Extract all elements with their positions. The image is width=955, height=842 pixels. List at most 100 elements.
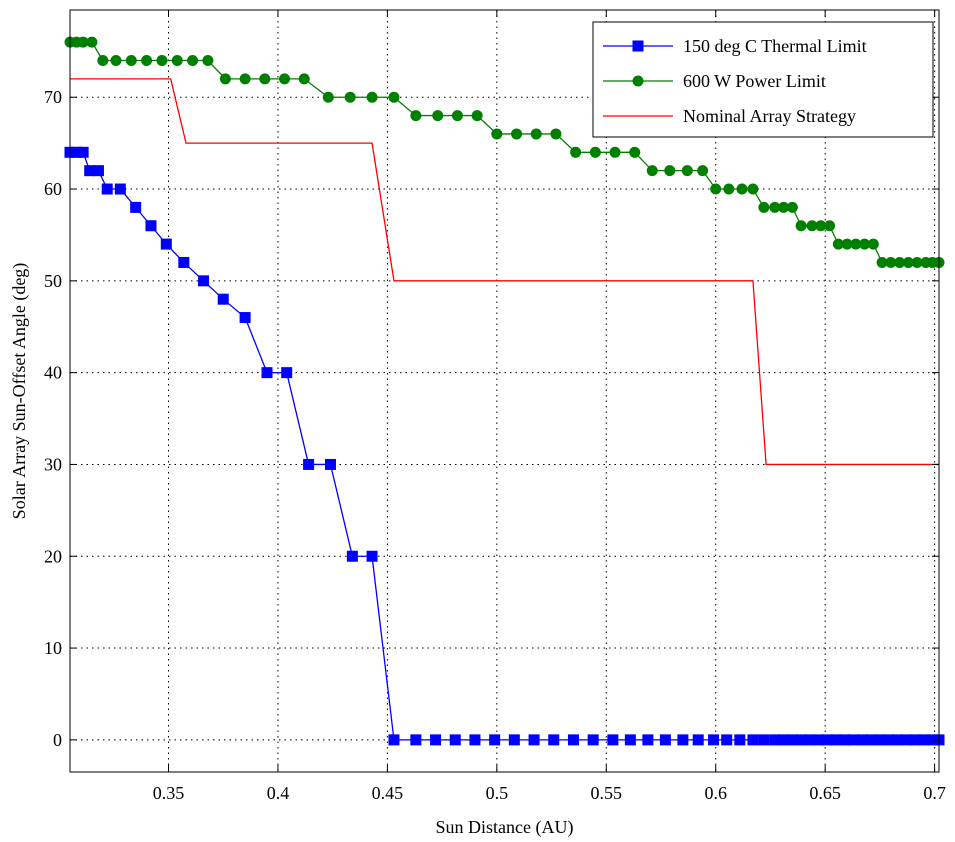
data-point [171,54,183,66]
data-point [110,54,122,66]
data-point [629,146,641,158]
data-point [758,734,770,746]
legend: 150 deg C Thermal Limit 600 W Power Limit… [592,21,934,138]
data-point [624,734,636,746]
x-tick-label: 0.7 [923,783,946,803]
data-point [570,146,582,158]
data-point [786,201,798,213]
data-point [303,458,315,470]
legend-label: 150 deg C Thermal Limit [683,36,867,56]
data-point [160,238,172,250]
data-point [646,165,658,177]
x-tick-label: 0.4 [267,783,290,803]
legend-box [592,21,934,138]
data-point [795,220,807,232]
data-point [758,201,770,213]
data-point [259,73,271,85]
data-point [92,165,104,177]
legend-swatch-marker [632,40,644,52]
y-tick-label: 60 [44,179,62,199]
data-point [824,220,836,232]
data-point [388,91,400,103]
data-point [491,128,503,140]
data-point [187,54,199,66]
data-point [279,73,291,85]
data-point [410,734,422,746]
data-point [114,183,126,195]
data-point [324,458,336,470]
data-point [567,734,579,746]
data-point [589,146,601,158]
data-point [217,293,229,305]
x-tick-label: 0.6 [704,783,727,803]
data-point [530,128,542,140]
data-point [677,734,689,746]
data-point [97,54,109,66]
data-point [141,54,153,66]
legend-entry-1: 600 W Power Limit [603,71,826,91]
data-point [432,110,444,122]
y-tick-label: 0 [53,730,62,750]
y-tick-label: 10 [44,638,62,658]
data-point [346,550,358,562]
data-point [344,91,356,103]
plot-series [64,36,945,746]
data-point [721,734,733,746]
data-point [130,201,142,213]
data-point [366,91,378,103]
plot-area-frame [69,9,940,773]
y-tick-label: 30 [44,454,62,474]
data-point [734,734,746,746]
legend-entries: 150 deg C Thermal Limit 600 W Power Limit… [603,36,867,126]
data-point [747,734,759,746]
y-tick-label: 70 [44,87,62,107]
legend-label: Nominal Array Strategy [683,106,856,126]
data-point [239,73,251,85]
data-point [125,54,137,66]
data-point [77,146,89,158]
data-point [867,238,879,250]
series-1 [64,36,945,268]
data-point [710,183,722,195]
y-tick-label: 40 [44,363,62,383]
y-tick-label: 50 [44,271,62,291]
data-point [747,183,759,195]
data-point [548,734,560,746]
data-point [609,146,621,158]
data-point [198,275,210,287]
legend-entry-0: 150 deg C Thermal Limit [603,36,867,56]
data-point [449,734,461,746]
data-point [410,110,422,122]
data-point [508,734,520,746]
series-2 [70,78,939,466]
series-line-2 [70,78,939,466]
data-point [101,183,113,195]
data-point [239,312,251,324]
x-tick-label: 0.55 [591,783,623,803]
data-point [469,734,481,746]
legend-swatch-marker [632,75,644,87]
data-point [366,550,378,562]
data-point [736,183,748,195]
data-point [145,220,157,232]
data-point [471,110,483,122]
data-point [681,165,693,177]
data-point [298,73,310,85]
data-point [178,256,190,268]
data-point [430,734,442,746]
data-point [219,73,231,85]
legend-entry-2: Nominal Array Strategy [603,106,856,126]
y-axis-label: Solar Array Sun-Offset Angle (deg) [9,263,30,520]
data-point [511,128,523,140]
x-axis-label: Sun Distance (AU) [436,817,574,838]
data-point [489,734,501,746]
data-point [664,165,676,177]
series-0 [64,146,945,746]
data-point [86,36,98,48]
x-tick-label: 0.45 [372,783,404,803]
y-tick-label: 20 [44,546,62,566]
data-point [697,165,709,177]
data-point [692,734,704,746]
data-point [550,128,562,140]
